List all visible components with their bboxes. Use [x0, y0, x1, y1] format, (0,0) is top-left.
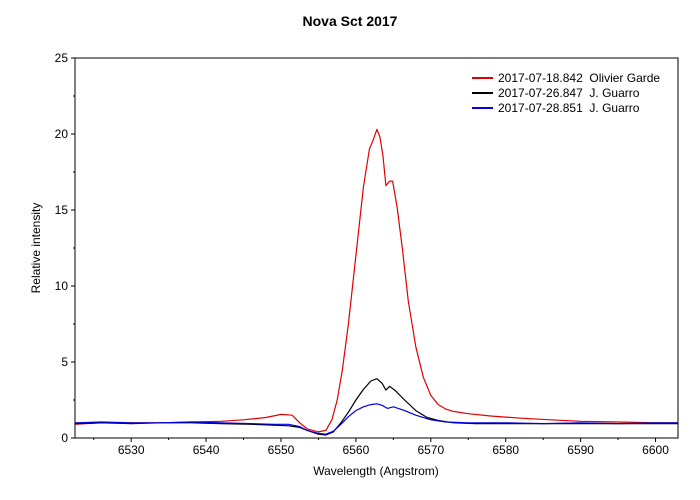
y-tick-label: 0: [61, 431, 68, 445]
y-tick-label: 25: [55, 51, 69, 65]
series-line-3: [74, 403, 678, 435]
y-axis-ticks: 0 5 10 15 20 25: [55, 51, 75, 445]
x-tick-label: 6590: [567, 443, 594, 457]
y-tick-label: 15: [55, 203, 69, 217]
x-axis-ticks: 6530 6540 6550 6560 6570 6580 6590 6600: [93, 438, 669, 457]
x-tick-label: 6570: [417, 443, 444, 457]
y-tick-label: 20: [55, 127, 69, 141]
x-tick-label: 6530: [118, 443, 145, 457]
x-tick-label: 6580: [492, 443, 519, 457]
x-tick-label: 6540: [193, 443, 220, 457]
series-line-2: [74, 378, 678, 436]
y-tick-label: 10: [55, 279, 69, 293]
plot-frame: [74, 57, 679, 439]
y-tick-label: 5: [61, 355, 68, 369]
y-axis-label: Relative intensity: [29, 203, 43, 294]
series-lines: [74, 128, 678, 436]
chart-title: Nova Sct 2017: [303, 13, 398, 29]
x-tick-label: 6600: [642, 443, 669, 457]
series-line-1: [74, 128, 678, 433]
legend-label-2: 2017-07-26.847 J. Guarro: [498, 86, 640, 100]
legend-label-1: 2017-07-18.842 Olivier Garde: [498, 71, 660, 85]
legend: 2017-07-18.842 Olivier Garde2017-07-26.8…: [472, 71, 660, 115]
x-tick-label: 6550: [268, 443, 295, 457]
legend-label-3: 2017-07-28.851 J. Guarro: [498, 101, 640, 115]
plot-area-border: [74, 57, 679, 439]
x-tick-label: 6560: [343, 443, 370, 457]
x-axis-label: Wavelength (Angstrom): [313, 464, 439, 478]
